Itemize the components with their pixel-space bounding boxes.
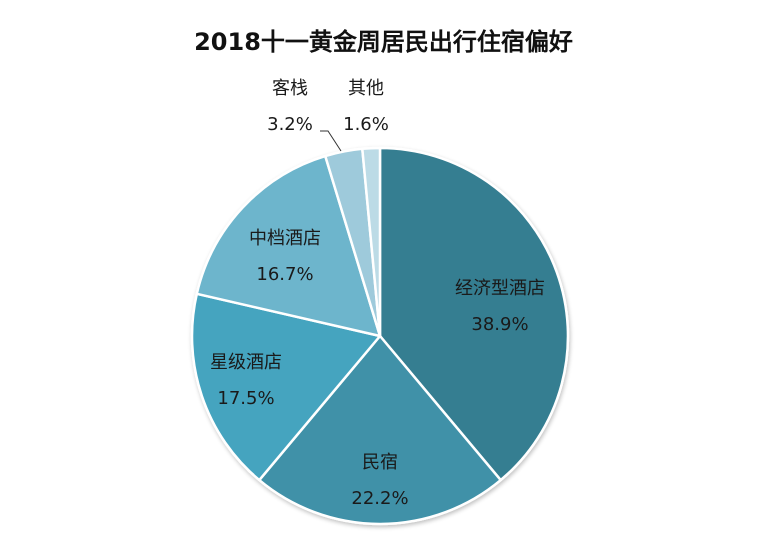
slice-star-hotel[interactable] [190, 292, 382, 482]
label-star-hotel: 星级酒店 17.5% [210, 352, 282, 409]
slice-other[interactable] [361, 146, 382, 338]
label-midrange-hotel: 中档酒店 16.7% [249, 228, 321, 285]
label-economy-hotel: 经济型酒店 38.9% [455, 278, 545, 335]
slice-midrange-hotel[interactable] [195, 154, 382, 338]
label-other: 其他 1.6% [343, 78, 389, 135]
leader-line-inn [320, 130, 342, 152]
label-inn: 客栈 3.2% [267, 78, 313, 135]
chart-title: 2018十一黄金周居民出行住宿偏好 [194, 28, 573, 56]
slice-economy-hotel[interactable] [378, 146, 570, 482]
label-homestay: 民宿 22.2% [351, 452, 409, 509]
slice-homestay[interactable] [258, 334, 502, 526]
